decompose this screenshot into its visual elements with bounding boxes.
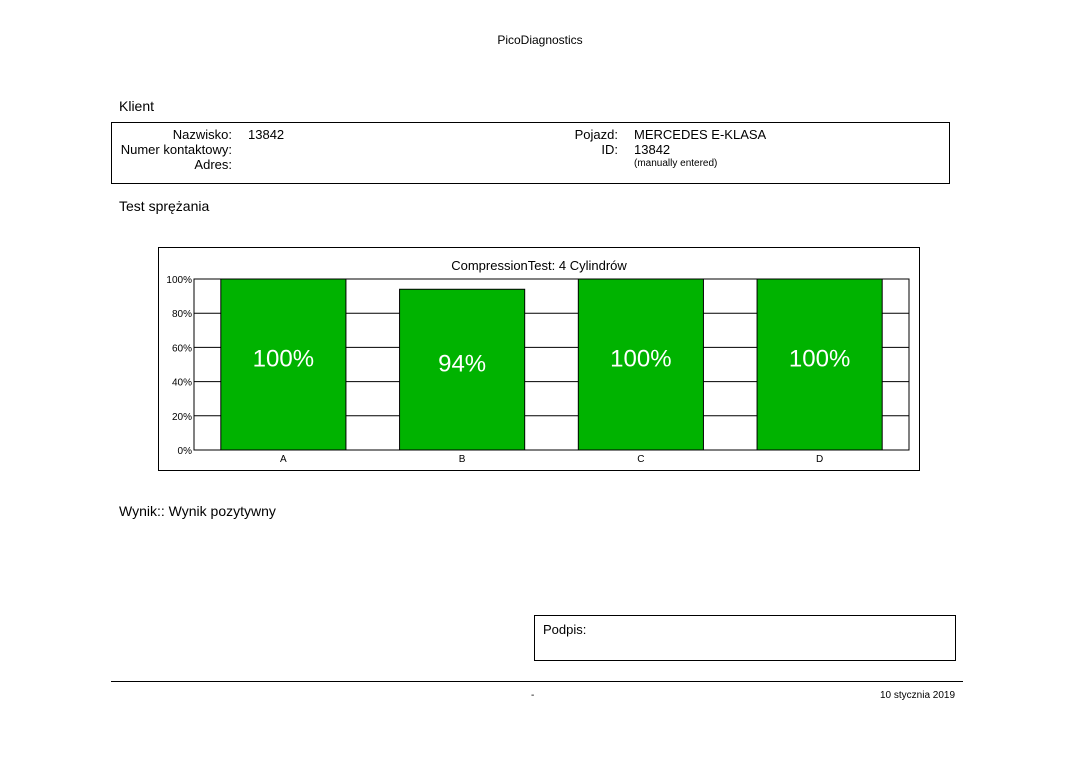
x-tick-label: B: [459, 454, 466, 465]
chart-title: CompressionTest: 4 Cylindrów: [451, 258, 627, 273]
bar-D: [756, 278, 883, 451]
signature-box: [534, 615, 956, 661]
phone-label: Numer kontaktowy:: [120, 142, 232, 157]
chart-frame: [158, 247, 920, 471]
client-info-box: [111, 122, 950, 184]
bar-value-label: 100%: [789, 346, 850, 373]
x-tick-label: D: [816, 454, 823, 465]
client-section-title: Klient: [119, 98, 155, 114]
x-tick-label: A: [280, 454, 287, 465]
bar-value-label: 100%: [253, 346, 314, 373]
y-tick-label: 0%: [178, 446, 193, 457]
bar-B: [399, 288, 526, 451]
bar-A: [220, 278, 347, 451]
y-tick-label: 20%: [172, 412, 192, 423]
id-label: ID:: [601, 142, 618, 157]
footer-center: -: [531, 690, 535, 701]
vehicle-value: MERCEDES E-KLASA: [634, 127, 767, 142]
y-tick-label: 100%: [166, 275, 192, 286]
x-tick-label: C: [637, 454, 644, 465]
test-section-title: Test sprężania: [119, 198, 210, 214]
bar-C: [577, 278, 704, 451]
y-tick-label: 80%: [172, 309, 192, 320]
vehicle-label: Pojazd:: [574, 127, 618, 142]
signature-label: Podpis:: [543, 622, 587, 637]
footer-divider: [111, 681, 963, 682]
surname-value: 13842: [248, 127, 285, 142]
bar-value-label: 100%: [610, 346, 671, 373]
result-text: Wynik:: Wynik pozytywny: [119, 503, 276, 519]
id-value: 13842: [634, 142, 671, 157]
id-note: (manually entered): [634, 158, 718, 169]
y-tick-label: 60%: [172, 343, 192, 354]
surname-label: Nazwisko:: [172, 127, 232, 142]
address-label: Adres:: [194, 157, 232, 172]
y-tick-label: 40%: [172, 378, 192, 389]
footer-date: 10 stycznia 2019: [880, 690, 956, 701]
bar-value-label: 94%: [438, 351, 486, 378]
app-title: PicoDiagnostics: [497, 33, 583, 47]
